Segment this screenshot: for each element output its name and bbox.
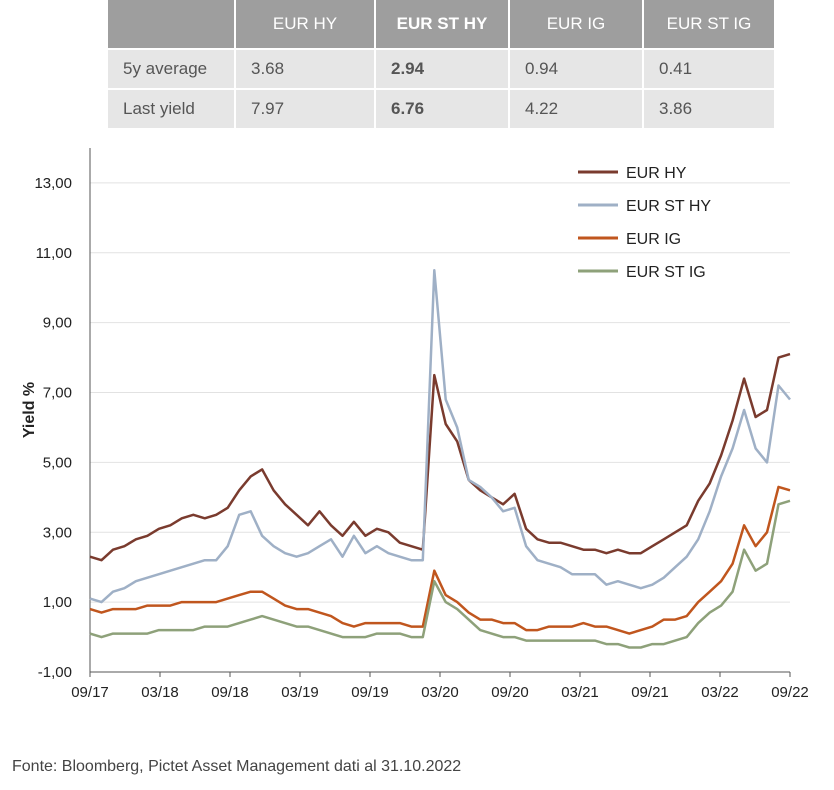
- y-tick-label: 5,00: [43, 454, 72, 471]
- x-tick-label: 09/20: [491, 684, 529, 701]
- table-header-cell: EUR ST HY: [374, 0, 509, 49]
- legend-label: EUR IG: [626, 231, 681, 248]
- table-row: 5y average 3.68 2.94 0.94 0.41: [108, 48, 774, 89]
- y-tick-label: 1,00: [43, 594, 72, 611]
- x-tick-label: 03/21: [561, 684, 599, 701]
- table-cell: 6.76: [374, 88, 509, 128]
- source-note: Fonte: Bloomberg, Pictet Asset Managemen…: [12, 758, 462, 775]
- legend-label: EUR ST IG: [626, 264, 706, 281]
- series-line: [89, 499, 791, 649]
- series-line: [89, 485, 791, 635]
- y-axis-label: Yield %: [21, 382, 38, 438]
- table-cell: 0.94: [508, 48, 643, 89]
- table-row: Last yield 7.97 6.76 4.22 3.86: [108, 88, 774, 128]
- row-label: 5y average: [108, 48, 235, 89]
- table-header-cell: [108, 0, 235, 49]
- table-header-cell: EUR IG: [508, 0, 643, 49]
- x-tick-label: 03/20: [421, 684, 459, 701]
- yield-line-chart: 13,00 11,00 9,00 7,00 5,00 3,00 1,00 -1,00 09/17…: [21, 148, 809, 701]
- table-cell: 2.94: [374, 48, 509, 89]
- y-tick-label: 13,00: [34, 175, 72, 192]
- x-tick-label: 09/18: [211, 684, 249, 701]
- table-header-cell: EUR HY: [234, 0, 375, 49]
- series-line: [89, 352, 791, 562]
- x-tick-label: 03/18: [141, 684, 179, 701]
- x-tick-label: 09/22: [771, 684, 809, 701]
- y-tick-label: 7,00: [43, 385, 72, 402]
- y-tick-label: 11,00: [36, 245, 72, 262]
- y-tick-label: 9,00: [43, 315, 72, 332]
- y-tick-label: 3,00: [43, 524, 72, 541]
- table-header-row: EUR HY EUR ST HY EUR IG EUR ST IG: [108, 0, 774, 49]
- x-tick-label: 03/22: [701, 684, 739, 701]
- x-tick-label: 03/19: [281, 684, 319, 701]
- table-cell: 3.86: [642, 88, 774, 128]
- summary-table: EUR HY EUR ST HY EUR IG EUR ST IG 5y ave…: [108, 0, 774, 128]
- x-tick-label: 09/19: [351, 684, 389, 701]
- y-tick-label: -1,00: [38, 664, 72, 681]
- x-tick-label: 09/21: [631, 684, 669, 701]
- table-cell: 0.41: [642, 48, 774, 89]
- x-tick-label: 09/17: [71, 684, 109, 701]
- table-cell: 3.68: [234, 48, 375, 89]
- table-cell: 7.97: [234, 88, 375, 128]
- table-header-cell: EUR ST IG: [642, 0, 774, 49]
- series-line: [89, 269, 791, 604]
- legend-label: EUR ST HY: [626, 198, 711, 215]
- legend-label: EUR HY: [626, 165, 687, 182]
- row-label: Last yield: [108, 88, 235, 128]
- table-cell: 4.22: [508, 88, 643, 128]
